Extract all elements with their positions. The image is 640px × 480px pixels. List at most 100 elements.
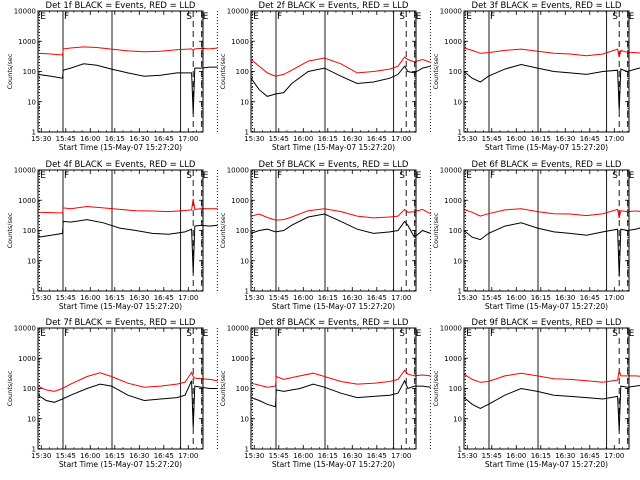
x-tick-label: 15:45 (56, 294, 76, 302)
time-marker-label: E (466, 12, 472, 22)
plot-frame (37, 169, 204, 292)
y-tick-label: 1 (458, 288, 462, 296)
y-tick-label: 10 (240, 257, 249, 265)
plot-frame (463, 10, 630, 133)
y-axis-title: Counts/sec (219, 212, 227, 248)
time-marker-label: F (490, 329, 495, 339)
y-axis-title: Counts/sec (6, 212, 14, 248)
y-tick-label: 100 (449, 385, 462, 393)
time-marker-label: F (64, 12, 69, 22)
time-marker-label: E (40, 329, 46, 339)
x-tick-label: 16:45 (580, 452, 600, 460)
x-tick-label: 15:30 (244, 294, 264, 302)
y-tick-label: 1000 (18, 355, 36, 363)
panel-4: Det 4f BLACK = Events, RED = LLD 1 10 100 10… (6, 160, 218, 311)
lld-series-line (37, 46, 218, 56)
time-marker-label: E (253, 329, 259, 339)
time-marker-label: S (186, 171, 192, 181)
y-tick-label: 10000 (440, 8, 462, 16)
time-marker-label: F (64, 329, 69, 339)
x-tick-label: 17:00 (391, 452, 411, 460)
y-tick-label: 1000 (444, 197, 462, 205)
x-tick-label: 15:45 (482, 452, 502, 460)
y-axis-title: Counts/sec (432, 370, 440, 406)
y-tick-label: 1 (32, 129, 36, 137)
x-tick-label: 15:30 (31, 294, 51, 302)
time-marker-label: S (399, 12, 405, 22)
y-tick-label: 10 (27, 98, 36, 106)
x-tick-label: 15:45 (56, 135, 76, 143)
x-tick-label: 16:00 (506, 452, 526, 460)
plot-frame (463, 327, 630, 450)
x-tick-label: 16:15 (318, 135, 338, 143)
time-marker-label: S (612, 171, 618, 181)
x-tick-label: 16:45 (154, 452, 174, 460)
time-marker-label: F (490, 12, 495, 22)
x-tick-label: 16:30 (555, 452, 575, 460)
x-tick-label: 16:00 (80, 294, 100, 302)
panel-title: Det 8f BLACK = Events, RED = LLD (259, 318, 409, 328)
time-marker-label: S (399, 171, 405, 181)
y-tick-label: 10 (453, 98, 462, 106)
y-tick-label: 1 (458, 129, 462, 137)
lld-series-line (250, 369, 431, 388)
y-tick-label: 100 (23, 227, 36, 235)
x-tick-label: 16:15 (531, 294, 551, 302)
x-tick-label: 16:30 (129, 135, 149, 143)
x-axis-title: Start Time (15-May-07 15:27:20) (59, 460, 182, 469)
y-tick-label: 10 (240, 98, 249, 106)
time-marker-label: E (466, 329, 472, 339)
x-tick-label: 15:30 (244, 452, 264, 460)
y-tick-label: 100 (449, 227, 462, 235)
y-tick-label: 1000 (444, 355, 462, 363)
x-tick-label: 15:30 (457, 452, 477, 460)
y-tick-label: 1000 (444, 38, 462, 46)
panel-1: Det 1f BLACK = Events, RED = LLD 1 10 100 10… (6, 1, 218, 152)
lld-series-line (37, 371, 218, 392)
y-tick-label: 10000 (440, 167, 462, 175)
y-tick-label: 10000 (14, 167, 36, 175)
x-tick-label: 17:00 (178, 135, 198, 143)
x-tick-label: 16:45 (367, 452, 387, 460)
panel-title: Det 4f BLACK = Events, RED = LLD (46, 160, 196, 170)
x-tick-label: 16:00 (506, 294, 526, 302)
y-axis-title: Counts/sec (432, 53, 440, 89)
panel-title: Det 6f BLACK = Events, RED = LLD (472, 160, 622, 170)
x-tick-label: 16:30 (555, 135, 575, 143)
x-tick-label: 15:30 (457, 135, 477, 143)
y-tick-label: 100 (23, 385, 36, 393)
time-marker-label: E (416, 171, 422, 181)
y-tick-label: 100 (236, 385, 249, 393)
lld-series-line (463, 208, 640, 219)
panel-9: Det 9f BLACK = Events, RED = LLD 1 10 100 10… (432, 318, 640, 469)
x-axis-title: Start Time (15-May-07 15:27:20) (59, 143, 182, 152)
x-axis-title: Start Time (15-May-07 15:27:20) (485, 143, 608, 152)
x-tick-label: 17:00 (604, 135, 624, 143)
x-tick-label: 15:30 (31, 452, 51, 460)
lld-series-line (250, 208, 431, 221)
x-tick-label: 16:30 (129, 294, 149, 302)
lld-series-line (37, 198, 218, 214)
y-tick-label: 100 (236, 227, 249, 235)
y-tick-label: 10 (453, 415, 462, 423)
time-marker-label: S (612, 329, 618, 339)
x-tick-label: 16:45 (154, 294, 174, 302)
time-marker-label: E (629, 12, 635, 22)
time-marker-label: E (40, 171, 46, 181)
x-tick-label: 16:00 (293, 294, 313, 302)
y-tick-label: 10 (27, 415, 36, 423)
x-tick-label: 16:30 (342, 135, 362, 143)
y-tick-label: 10 (27, 257, 36, 265)
x-tick-label: 16:30 (555, 294, 575, 302)
plot-frame (250, 169, 417, 292)
x-tick-label: 16:15 (105, 294, 125, 302)
x-tick-label: 16:00 (293, 135, 313, 143)
x-tick-label: 16:45 (367, 135, 387, 143)
panel-title: Det 7f BLACK = Events, RED = LLD (46, 318, 196, 328)
y-tick-label: 1 (32, 446, 36, 454)
panel-6: Det 6f BLACK = Events, RED = LLD 1 10 100 10… (432, 160, 640, 311)
x-tick-label: 16:30 (342, 452, 362, 460)
panel-3: Det 3f BLACK = Events, RED = LLD 1 10 100 10… (432, 1, 640, 152)
events-series-line (463, 385, 640, 431)
x-tick-label: 17:00 (604, 452, 624, 460)
